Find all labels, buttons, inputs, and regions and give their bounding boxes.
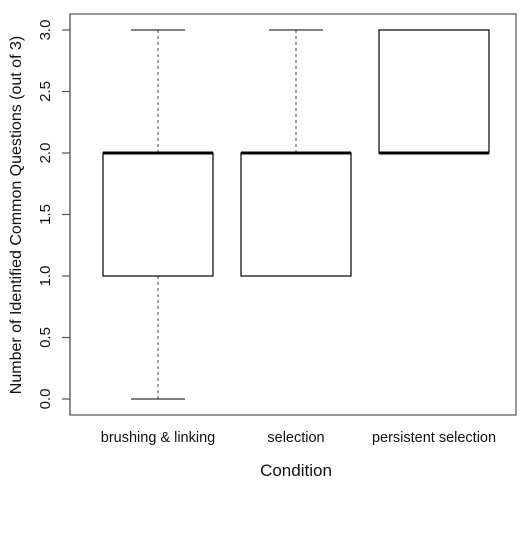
- y-tick-label: 0.0: [37, 389, 54, 410]
- box-group: [241, 30, 351, 276]
- y-tick-label: 3.0: [37, 20, 54, 41]
- box-iqr: [241, 153, 351, 276]
- box-iqr: [103, 153, 213, 276]
- y-tick-label: 1.0: [37, 266, 54, 287]
- x-tick-label: brushing & linking: [101, 430, 215, 446]
- box-iqr: [379, 30, 489, 153]
- y-tick-label: 2.5: [37, 81, 54, 102]
- x-tick-label: persistent selection: [372, 430, 496, 446]
- x-tick-label: selection: [267, 430, 324, 446]
- x-axis-label: Condition: [260, 461, 332, 480]
- x-axis-tick-labels: brushing & linking selection persistent se…: [101, 430, 496, 446]
- y-tick-label: 2.0: [37, 143, 54, 164]
- box-group: [379, 30, 489, 153]
- boxes-layer: [103, 30, 489, 399]
- y-tick-label: 0.5: [37, 327, 54, 348]
- y-axis-label: Number of Identified Common Questions (o…: [8, 36, 25, 394]
- y-axis-ticks: 0.0 0.5 1.0 1.5 2.0 2.5 3.0: [37, 20, 70, 410]
- box-group: [103, 30, 213, 399]
- y-tick-label: 1.5: [37, 204, 54, 225]
